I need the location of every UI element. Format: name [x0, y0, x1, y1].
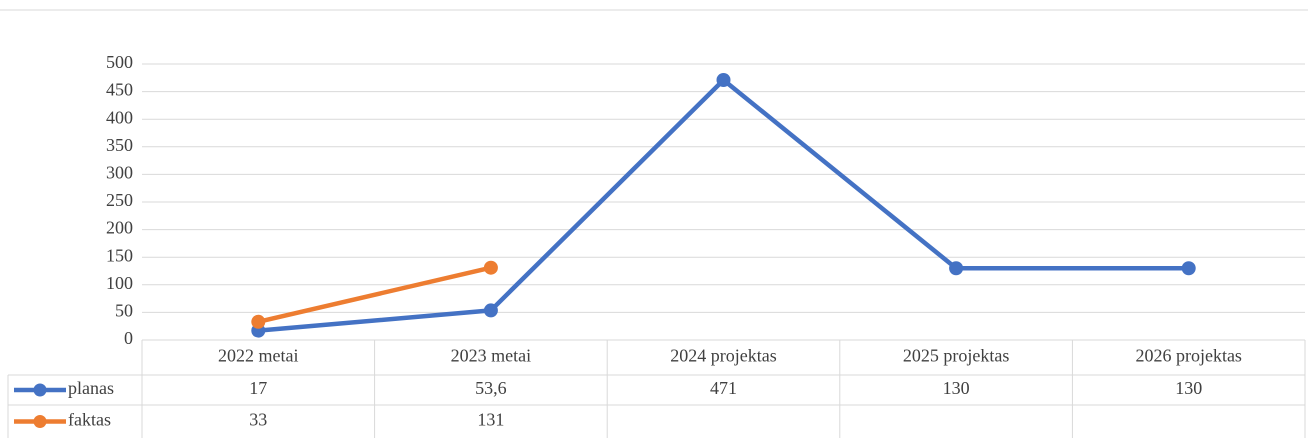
table-value: 131: [477, 410, 504, 430]
legend-marker: [33, 415, 47, 428]
series-line: [257, 265, 492, 324]
table-value: 130: [1175, 378, 1202, 398]
y-tick-label: 350: [106, 135, 133, 155]
y-tick-label: 0: [124, 328, 133, 348]
y-tick-label: 450: [106, 80, 133, 100]
x-tick-label: 2023 metai: [451, 346, 531, 366]
table-value: 471: [710, 378, 737, 398]
legend-marker: [33, 383, 47, 397]
legend-label: planas: [68, 378, 114, 398]
y-tick-label: 500: [106, 52, 133, 72]
table-value: 17: [249, 378, 267, 398]
legend-label: faktas: [68, 410, 111, 430]
y-tick-label: 250: [106, 190, 133, 210]
y-tick-label: 150: [106, 245, 133, 265]
data-point: [716, 73, 731, 88]
y-tick-label: 400: [106, 107, 133, 127]
table-value: 130: [943, 378, 970, 398]
data-point: [949, 261, 964, 276]
table-value: 53,6: [475, 378, 507, 398]
data-point: [483, 303, 498, 318]
data-point: [251, 314, 266, 329]
data-point: [483, 260, 498, 275]
y-tick-label: 100: [106, 273, 133, 293]
y-tick-label: 200: [106, 218, 133, 238]
x-tick-label: 2022 metai: [218, 346, 298, 366]
series-line: [258, 77, 1189, 333]
y-tick-label: 300: [106, 163, 133, 183]
data-point: [1181, 261, 1196, 276]
x-tick-label: 2025 projektas: [903, 346, 1009, 366]
table-value: 33: [249, 410, 267, 430]
x-tick-label: 2026 projektas: [1135, 346, 1241, 366]
y-tick-label: 50: [115, 301, 133, 321]
x-tick-label: 2024 projektas: [670, 346, 776, 366]
